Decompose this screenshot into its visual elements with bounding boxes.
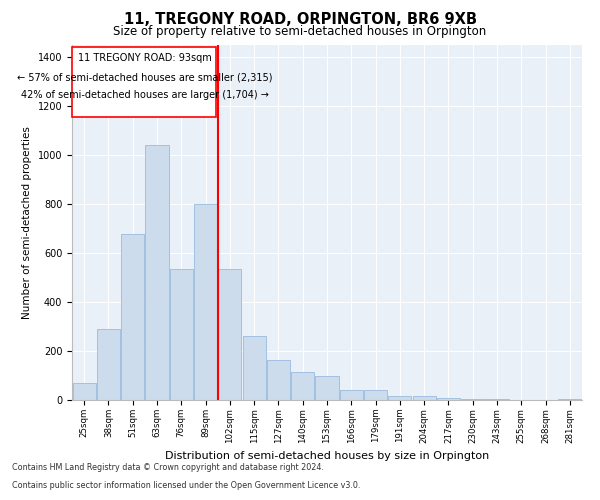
Bar xyxy=(461,399,484,400)
Text: 11, TREGONY ROAD, ORPINGTON, BR6 9XB: 11, TREGONY ROAD, ORPINGTON, BR6 9XB xyxy=(124,12,476,28)
Bar xyxy=(485,399,509,400)
Bar xyxy=(291,372,314,400)
Bar xyxy=(267,360,290,400)
Text: Contains HM Land Registry data © Crown copyright and database right 2024.: Contains HM Land Registry data © Crown c… xyxy=(12,464,324,472)
Text: Contains public sector information licensed under the Open Government Licence v3: Contains public sector information licen… xyxy=(12,481,361,490)
Bar xyxy=(73,383,95,400)
Bar xyxy=(97,329,120,400)
Bar xyxy=(316,376,338,400)
Bar xyxy=(559,399,581,400)
Bar xyxy=(194,204,217,400)
Bar xyxy=(413,396,436,400)
Bar xyxy=(145,146,169,400)
Text: 11 TREGONY ROAD: 93sqm: 11 TREGONY ROAD: 93sqm xyxy=(77,53,211,63)
Text: Size of property relative to semi-detached houses in Orpington: Size of property relative to semi-detach… xyxy=(113,25,487,38)
Bar xyxy=(364,390,387,400)
Y-axis label: Number of semi-detached properties: Number of semi-detached properties xyxy=(22,126,32,319)
Bar xyxy=(242,336,266,400)
Bar xyxy=(340,390,363,400)
X-axis label: Distribution of semi-detached houses by size in Orpington: Distribution of semi-detached houses by … xyxy=(165,451,489,461)
Bar xyxy=(388,396,412,400)
Bar xyxy=(121,234,144,400)
Text: 42% of semi-detached houses are larger (1,704) →: 42% of semi-detached houses are larger (… xyxy=(20,90,268,100)
Text: ← 57% of semi-detached houses are smaller (2,315): ← 57% of semi-detached houses are smalle… xyxy=(17,72,272,82)
Bar xyxy=(170,269,193,400)
Bar xyxy=(218,269,241,400)
FancyBboxPatch shape xyxy=(73,48,217,117)
Bar xyxy=(437,398,460,400)
